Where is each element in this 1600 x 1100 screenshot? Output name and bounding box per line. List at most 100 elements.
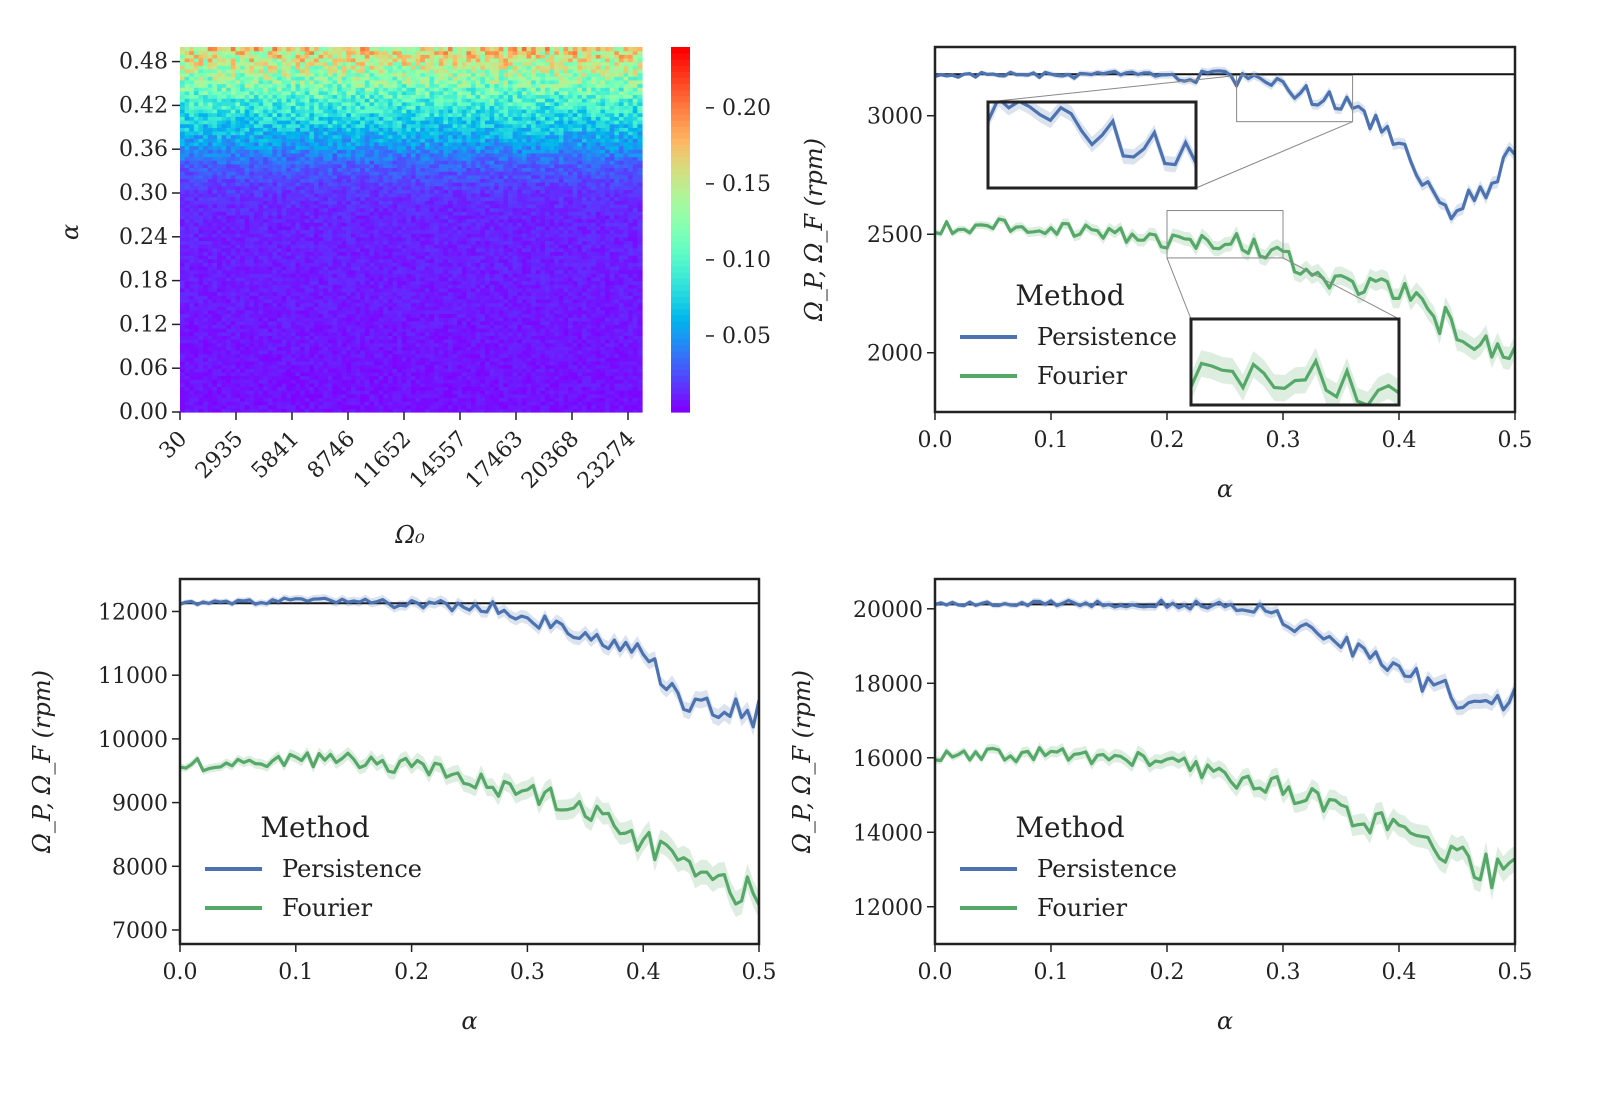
heatmap-cell — [332, 353, 338, 358]
heatmap-cell — [609, 349, 615, 355]
heatmap-cell — [263, 346, 269, 351]
heatmap-cell — [517, 280, 523, 285]
heatmap-cell — [609, 401, 615, 406]
heatmap-cell — [230, 408, 237, 413]
heatmap-cell — [438, 353, 444, 358]
heatmap-cell — [498, 375, 504, 380]
heatmap-cell — [420, 371, 426, 377]
heatmap-cell — [295, 266, 301, 271]
heatmap-cell — [193, 317, 200, 322]
heatmap-cell — [618, 386, 625, 391]
heatmap-cell — [475, 371, 481, 377]
heatmap-cell — [184, 379, 190, 384]
heatmap-cell — [544, 328, 551, 333]
heatmap-cell — [290, 382, 297, 388]
heatmap-cell — [568, 324, 574, 329]
heatmap-cell — [424, 364, 431, 369]
heatmap-cell — [471, 258, 477, 263]
heatmap-cell — [378, 357, 384, 362]
heatmap-cell — [369, 342, 375, 347]
heatmap-cell — [374, 280, 380, 285]
heatmap-cell — [637, 401, 643, 406]
heatmap-cell — [411, 408, 417, 413]
heatmap-cell — [503, 309, 509, 315]
heatmap-cell — [184, 276, 190, 282]
heatmap-cell — [240, 280, 246, 285]
heatmap-cell — [600, 251, 606, 256]
heatmap-cell — [267, 360, 273, 366]
heatmap-cell — [508, 247, 514, 252]
heatmap-cell — [226, 353, 232, 358]
heatmap-cell — [281, 349, 287, 355]
heatmap-cell — [401, 295, 407, 300]
heatmap-cell — [471, 357, 477, 362]
heatmap-cell — [443, 306, 449, 311]
heatmap-cell — [397, 262, 403, 267]
heatmap-cell — [226, 284, 232, 289]
heatmap-cell — [623, 364, 629, 369]
heatmap-cell — [332, 342, 338, 347]
heatmap-cell — [212, 255, 218, 260]
heatmap-cell — [424, 382, 431, 388]
heatmap-cell — [277, 298, 283, 304]
heatmap-cell — [369, 408, 375, 413]
heatmap-cell — [350, 320, 357, 325]
heatmap-cell — [503, 306, 509, 311]
heatmap-cell — [457, 390, 463, 395]
heatmap-cell — [535, 317, 541, 322]
heatmap-cell — [544, 255, 551, 260]
heatmap-cell — [591, 309, 597, 315]
heatmap-cell — [318, 240, 324, 245]
heatmap-cell — [180, 302, 186, 307]
heatmap-cell — [383, 317, 389, 322]
heatmap-cell — [540, 360, 546, 366]
heatmap-cell — [438, 397, 444, 402]
heatmap-cell — [235, 266, 241, 271]
heatmap-cell — [549, 287, 555, 293]
heatmap-cell — [300, 324, 306, 329]
heatmap-cell — [572, 280, 578, 285]
heatmap-cell — [434, 258, 440, 263]
heatmap-cell — [235, 360, 241, 366]
heatmap-cell — [318, 379, 324, 384]
heatmap-cell — [184, 262, 190, 267]
heatmap-cell — [568, 262, 574, 267]
heatmap-cell — [452, 390, 458, 395]
heatmap-cell — [249, 229, 255, 234]
heatmap-cell — [374, 295, 380, 300]
heatmap-cell — [591, 382, 597, 388]
heatmap-cell — [540, 233, 546, 238]
heatmap-cell — [263, 233, 269, 238]
heatmap-cell — [313, 357, 320, 362]
heatmap-cell — [341, 320, 347, 325]
heatmap-cell — [540, 280, 546, 285]
heatmap-cell — [540, 302, 546, 307]
heatmap-cell — [512, 353, 518, 358]
heatmap-cell — [300, 353, 306, 358]
heatmap-cell — [207, 276, 213, 282]
heatmap-cell — [637, 368, 643, 373]
heatmap-cell — [267, 255, 273, 260]
heatmap-cell — [498, 233, 504, 238]
heatmap-cell — [397, 298, 403, 304]
heatmap-cell — [295, 244, 301, 249]
heatmap-cell — [263, 280, 269, 285]
heatmap-cell — [203, 331, 209, 336]
heatmap-cell — [614, 408, 620, 413]
heatmap-cell — [521, 240, 528, 245]
heatmap-cell — [193, 306, 200, 311]
heatmap-cell — [498, 287, 504, 293]
heatmap-cell — [526, 393, 532, 398]
heatmap-cell — [434, 255, 440, 260]
heatmap-cell — [489, 353, 495, 358]
heatmap-cell — [503, 324, 509, 329]
heatmap-cell — [355, 324, 361, 329]
heatmap-cell — [281, 320, 287, 325]
heatmap-cell — [434, 298, 440, 304]
heatmap-cell — [544, 247, 551, 252]
heatmap-cell — [452, 233, 458, 238]
heatmap-cell — [595, 302, 602, 307]
heatmap-cell — [508, 390, 514, 395]
heatmap-cell — [332, 408, 338, 413]
heatmap-cell — [595, 291, 602, 296]
